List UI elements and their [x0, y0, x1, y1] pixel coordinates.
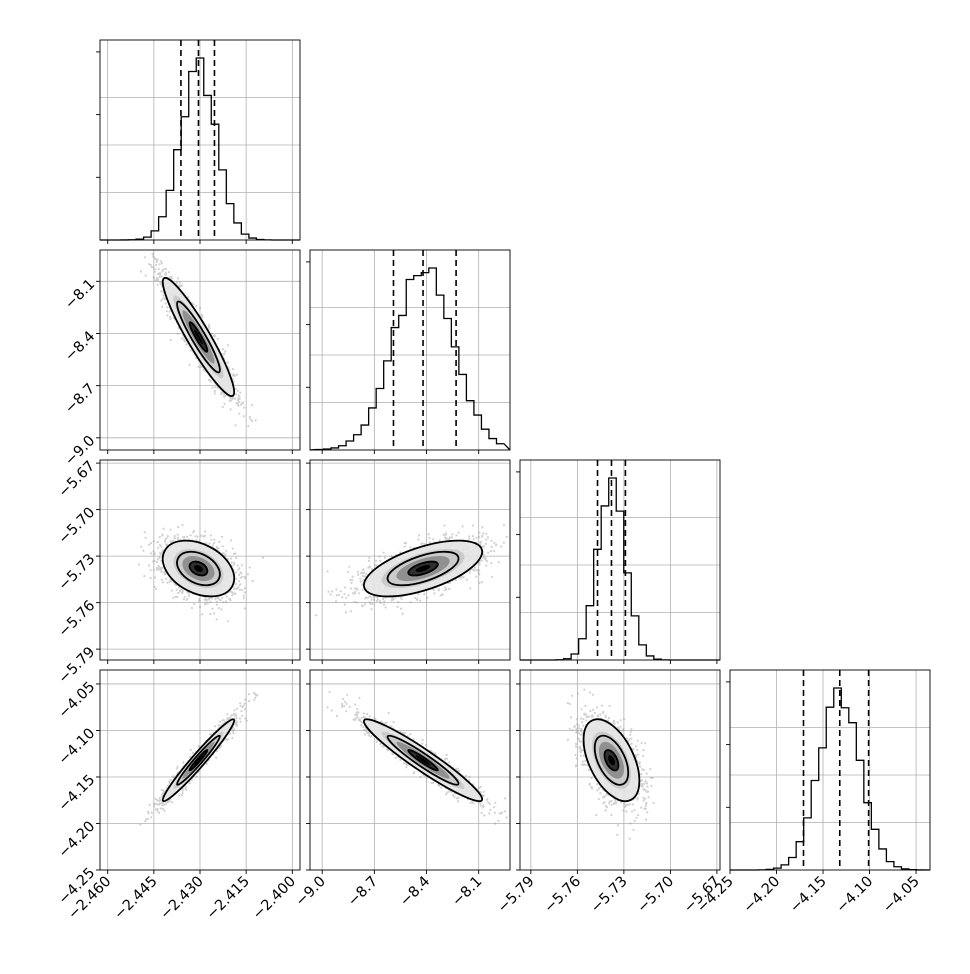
panel-content — [566, 688, 655, 840]
grid-lines — [100, 250, 300, 450]
grid-lines — [520, 670, 720, 870]
density-level — [193, 755, 203, 766]
contour-line — [603, 749, 620, 772]
contour-line — [161, 718, 236, 803]
contour-line — [188, 749, 209, 772]
panel-frame — [729, 669, 931, 871]
panel-content — [140, 252, 257, 428]
y-tick-label: −4.15 — [56, 772, 99, 815]
panel-2d-3-1 — [306, 669, 511, 874]
panel-content — [315, 524, 510, 617]
x-tick-label: −4.20 — [741, 874, 784, 917]
panel-2d-3-2 — [516, 669, 721, 874]
x-tick-label: −4.10 — [834, 874, 877, 917]
contour-line — [593, 734, 630, 786]
x-tick-label: −8.1 — [449, 874, 485, 910]
panel-frame — [309, 459, 511, 661]
panel-frame — [519, 669, 721, 871]
panel-frame — [309, 249, 511, 451]
x-tick-label: −5.76 — [541, 874, 584, 917]
histogram-2 — [520, 477, 720, 661]
x-tick-label: −8.4 — [397, 874, 433, 910]
density-level — [415, 755, 431, 766]
y-tick-label: −5.73 — [56, 551, 99, 594]
panel-frame — [99, 669, 301, 871]
grid-lines — [100, 40, 300, 240]
panel-hist-1 — [306, 249, 511, 454]
density-level — [194, 565, 203, 573]
histogram-3 — [729, 687, 931, 871]
panel-frame — [99, 459, 301, 661]
density-level — [194, 329, 203, 345]
contour-line — [407, 749, 439, 772]
y-tick-label: −4.20 — [56, 819, 99, 862]
contour-line — [386, 550, 460, 587]
contour-line — [176, 300, 221, 374]
panel-content — [326, 691, 508, 825]
panel-2d-2-0 — [96, 459, 301, 664]
grid-lines — [310, 250, 510, 450]
histogram-1 — [309, 267, 511, 451]
x-tick-label: −2.445 — [111, 874, 160, 923]
panel-hist-2 — [516, 459, 721, 664]
panel-frame — [99, 39, 301, 241]
contour-line — [188, 321, 209, 353]
x-tick-label: −5.73 — [588, 874, 631, 917]
contour-line — [407, 560, 439, 577]
y-tick-label: −8.1 — [62, 276, 98, 312]
contour-line — [176, 550, 221, 587]
x-tick-label: −2.415 — [204, 874, 253, 923]
contour-line — [188, 560, 209, 577]
x-tick-label: −5.70 — [634, 874, 677, 917]
y-tick-label: −5.70 — [56, 505, 99, 548]
contour-line — [161, 539, 236, 598]
x-tick-label: −9.0 — [293, 874, 329, 910]
x-tick-label: −8.7 — [345, 874, 381, 910]
grid-lines — [100, 460, 300, 660]
y-tick-label: −8.7 — [62, 381, 98, 417]
panel-hist-3 — [726, 669, 931, 874]
y-tick-label: −4.05 — [56, 679, 99, 722]
panel-content — [139, 692, 259, 826]
grid-lines — [100, 670, 300, 870]
grid-lines — [520, 460, 720, 660]
panel-hist-0 — [96, 39, 301, 244]
x-tick-label: −2.430 — [158, 874, 207, 923]
panel-2d-2-1 — [306, 459, 511, 664]
panel-frame — [519, 459, 721, 661]
density-level — [607, 755, 615, 766]
panel-2d-3-0 — [96, 669, 301, 874]
contour-line — [582, 718, 641, 803]
panel-content — [137, 523, 265, 623]
x-tick-label: −5.79 — [495, 874, 538, 917]
y-tick-label: −4.10 — [56, 726, 99, 769]
x-tick-label: −4.05 — [880, 874, 923, 917]
x-tick-label: −4.15 — [787, 874, 830, 917]
contour-line — [161, 276, 236, 397]
contour-line — [386, 734, 460, 786]
panel-2d-1-0 — [96, 249, 301, 454]
contour-line — [363, 539, 484, 598]
density-level — [415, 565, 431, 573]
panel-frame — [309, 669, 511, 871]
grid-lines — [730, 670, 930, 870]
panel-frame — [99, 249, 301, 451]
contour-line — [363, 718, 484, 803]
y-tick-label: −5.79 — [56, 644, 99, 687]
contour-line — [176, 734, 221, 786]
grid-lines — [310, 670, 510, 870]
y-tick-label: −8.4 — [62, 329, 98, 365]
y-tick-label: −5.76 — [56, 598, 99, 641]
